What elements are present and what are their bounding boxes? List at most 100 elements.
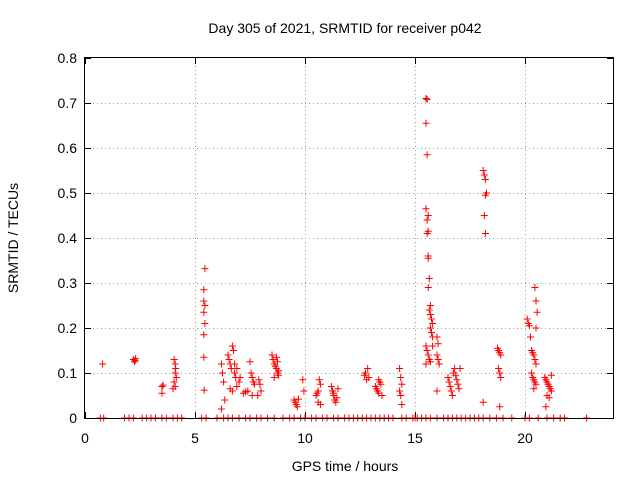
data-point xyxy=(496,403,504,411)
data-point xyxy=(316,401,324,408)
data-point xyxy=(545,394,553,402)
y-tick-label: 0.1 xyxy=(58,365,78,381)
data-point xyxy=(533,308,541,316)
data-point xyxy=(425,275,433,282)
data-point xyxy=(375,376,383,384)
data-point xyxy=(244,387,252,395)
data-point xyxy=(433,333,441,341)
data-point xyxy=(446,383,454,390)
grid-lines xyxy=(85,58,613,418)
data-point xyxy=(248,374,256,381)
data-point xyxy=(257,387,265,395)
data-point xyxy=(200,353,208,361)
data-point xyxy=(378,392,386,399)
data-point xyxy=(169,385,177,393)
data-points xyxy=(96,95,591,422)
data-point xyxy=(254,392,262,399)
data-point xyxy=(423,151,431,159)
data-point xyxy=(221,396,229,404)
data-point xyxy=(170,356,178,363)
data-point xyxy=(426,311,434,318)
data-point xyxy=(270,374,278,381)
data-point xyxy=(235,378,243,386)
data-point xyxy=(428,315,435,323)
x-axis-label: GPS time / hours xyxy=(292,458,399,474)
y-tick-label: 0.8 xyxy=(58,50,78,66)
data-point xyxy=(423,95,431,103)
data-point xyxy=(230,347,237,354)
data-point xyxy=(398,380,406,388)
data-point xyxy=(272,353,280,361)
data-point xyxy=(200,386,208,394)
data-point xyxy=(275,367,283,375)
data-point xyxy=(454,380,462,388)
data-point xyxy=(422,119,430,127)
data-point xyxy=(224,351,232,359)
data-point xyxy=(217,405,225,413)
data-point xyxy=(397,374,405,381)
data-point xyxy=(530,385,538,393)
data-point xyxy=(452,371,460,379)
data-point xyxy=(231,369,239,377)
data-point xyxy=(481,230,489,237)
data-point xyxy=(456,365,464,372)
data-point xyxy=(423,216,431,224)
data-point xyxy=(396,365,404,372)
data-point xyxy=(158,389,166,397)
data-point xyxy=(480,171,488,179)
data-point xyxy=(435,360,443,368)
data-point xyxy=(330,389,338,397)
data-point xyxy=(444,374,452,381)
data-point xyxy=(531,284,539,291)
data-point xyxy=(228,342,236,350)
data-point xyxy=(172,365,180,372)
data-point xyxy=(497,374,505,381)
data-point xyxy=(455,385,463,393)
data-point xyxy=(445,378,453,386)
data-point xyxy=(200,331,208,339)
data-point xyxy=(99,360,107,368)
data-point xyxy=(314,387,322,395)
data-point xyxy=(233,365,241,372)
data-point xyxy=(315,376,323,384)
data-point xyxy=(429,342,437,350)
data-point xyxy=(201,320,209,327)
tick-labels: 0 5 10 15 20 0 0.1 0.2 0.3 0.4 0.5 0.6 0.7 0.8 xyxy=(58,50,533,446)
data-point xyxy=(426,358,434,366)
data-point xyxy=(172,374,180,381)
y-tick-label: 0.6 xyxy=(58,140,78,156)
data-point xyxy=(219,369,226,377)
data-point xyxy=(231,360,239,368)
data-point xyxy=(531,356,539,363)
data-point xyxy=(429,320,437,327)
data-point xyxy=(364,365,372,372)
data-point xyxy=(396,387,404,395)
data-point xyxy=(397,392,405,399)
data-point xyxy=(201,302,209,309)
data-point xyxy=(523,315,531,323)
data-point xyxy=(433,351,441,359)
data-point xyxy=(532,324,540,332)
data-point xyxy=(333,394,341,402)
data-point xyxy=(365,374,373,381)
data-point xyxy=(423,230,431,237)
data-point xyxy=(332,398,340,406)
data-point xyxy=(527,333,534,341)
data-point xyxy=(422,205,430,213)
data-point xyxy=(316,380,324,388)
data-point xyxy=(377,380,385,388)
data-point xyxy=(447,387,455,395)
data-point xyxy=(532,380,540,388)
data-point xyxy=(422,95,430,102)
data-point xyxy=(481,191,489,199)
data-point xyxy=(532,360,540,368)
data-point xyxy=(300,387,308,395)
data-point xyxy=(200,297,208,305)
data-point xyxy=(425,306,433,314)
data-point xyxy=(480,212,488,219)
data-point xyxy=(158,383,166,390)
y-tick-label: 0.4 xyxy=(58,230,78,246)
x-tick-label: 15 xyxy=(407,430,423,446)
data-point xyxy=(547,371,555,379)
